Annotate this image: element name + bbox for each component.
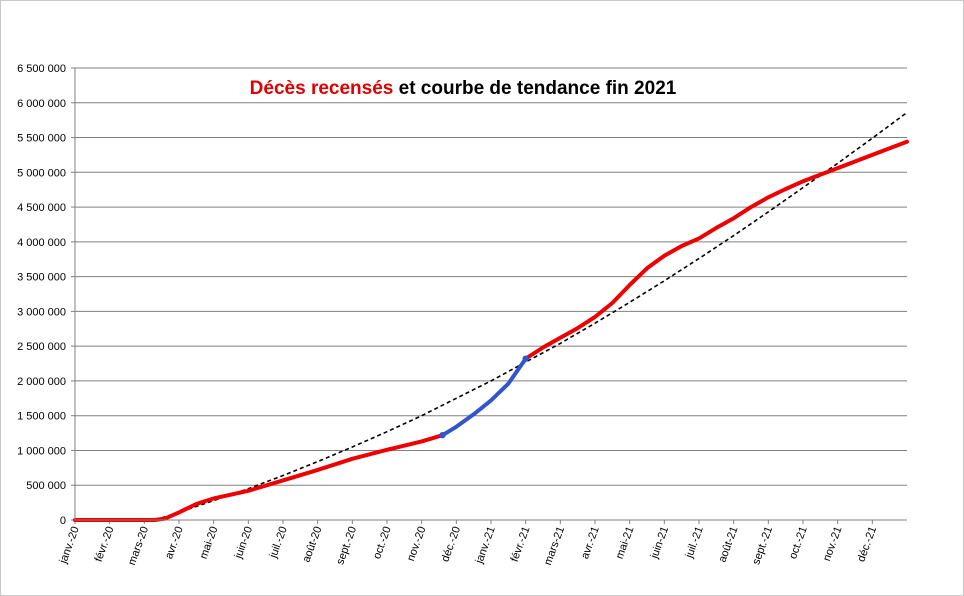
y-tick-label: 2 500 000 xyxy=(17,341,66,353)
x-tick-label: oct.-21 xyxy=(787,525,810,561)
highlight-endpoint-marker xyxy=(439,431,446,439)
deaths-line-segment xyxy=(73,433,445,522)
x-tick-label: janv.-21 xyxy=(473,525,498,566)
y-tick-label: 4 500 000 xyxy=(17,202,66,214)
chart-title-rest: et courbe de tendance fin 2021 xyxy=(393,78,676,99)
deaths-line-segment xyxy=(523,139,909,361)
x-tick-label: mai-20 xyxy=(198,525,221,561)
y-tick-label: 1 500 000 xyxy=(17,411,66,423)
x-tick-label: août-20 xyxy=(300,525,324,564)
y-tick-label: 0 xyxy=(60,515,66,527)
chart-title: Décès recensés et courbe de tendance fin… xyxy=(250,78,677,99)
x-tick-label: déc.-21 xyxy=(855,525,879,564)
x-tick-label: juil.-21 xyxy=(683,525,706,560)
x-tick-label: oct.-20 xyxy=(371,525,394,561)
axes xyxy=(74,68,907,521)
y-tick-label: 6 500 000 xyxy=(17,63,66,75)
x-tick-label: mars-21 xyxy=(542,525,567,567)
x-tick-label: nov.-21 xyxy=(821,525,845,563)
x-tick-label: févr.-21 xyxy=(509,525,533,564)
x-tick-label: juin-20 xyxy=(232,525,255,561)
x-tick-label: avr.-20 xyxy=(163,525,186,561)
x-tick-label: juil.-20 xyxy=(267,525,290,560)
x-axis-tick-labels: janv.-20 févr.-20 mars-20 avr.-20 mai-20 juin… xyxy=(57,525,879,567)
y-tick-label: 6 000 000 xyxy=(17,98,66,110)
y-tick-label: 5 000 000 xyxy=(17,167,66,179)
y-tick-label: 2 000 000 xyxy=(17,376,66,388)
highlight-endpoint-marker xyxy=(522,355,529,362)
gridlines xyxy=(71,67,907,524)
chart-title-highlight: Décès recensés xyxy=(250,78,394,99)
y-tick-label: 3 500 000 xyxy=(17,272,66,284)
deaths-line-highlight xyxy=(440,356,528,438)
y-axis-tick-labels: 0 500 000 1 000 000 1 500 000 2 000 000 2 500… xyxy=(17,63,66,527)
x-tick-label: mai-21 xyxy=(614,525,637,561)
x-tick-label: mars-20 xyxy=(126,525,151,567)
x-tick-label: janv.-20 xyxy=(57,525,82,566)
y-tick-label: 1 000 000 xyxy=(17,445,66,457)
x-tick-label: sept.-20 xyxy=(334,525,359,566)
y-tick-label: 500 000 xyxy=(26,480,66,492)
trend-line xyxy=(154,111,908,521)
series-lines xyxy=(73,111,909,522)
x-tick-label: déc.-20 xyxy=(439,525,463,564)
x-tick-label: févr.-20 xyxy=(93,525,117,564)
x-tick-label: nov.-20 xyxy=(405,525,429,563)
y-tick-label: 5 500 000 xyxy=(17,133,66,145)
x-tick-label: sept.-21 xyxy=(750,525,775,566)
y-tick-label: 4 000 000 xyxy=(17,237,66,249)
x-tick-label: juin-21 xyxy=(648,525,671,561)
x-tick-label: avr.-21 xyxy=(579,525,602,561)
y-tick-label: 3 000 000 xyxy=(17,306,66,318)
x-tick-label: août-21 xyxy=(716,525,740,564)
